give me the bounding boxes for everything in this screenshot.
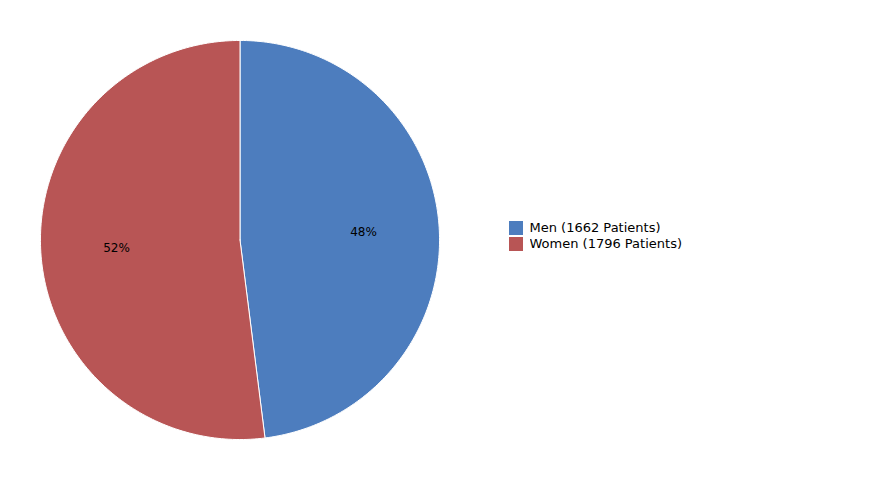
html-text:Women (1796 Patients): Women (1796 Patients)	[529, 236, 682, 252]
html-text:Men (1662 Patients): Men (1662 Patients)	[529, 220, 661, 236]
svg-text:52%: 52%	[103, 241, 130, 255]
svg-text:48%: 48%	[350, 225, 377, 239]
